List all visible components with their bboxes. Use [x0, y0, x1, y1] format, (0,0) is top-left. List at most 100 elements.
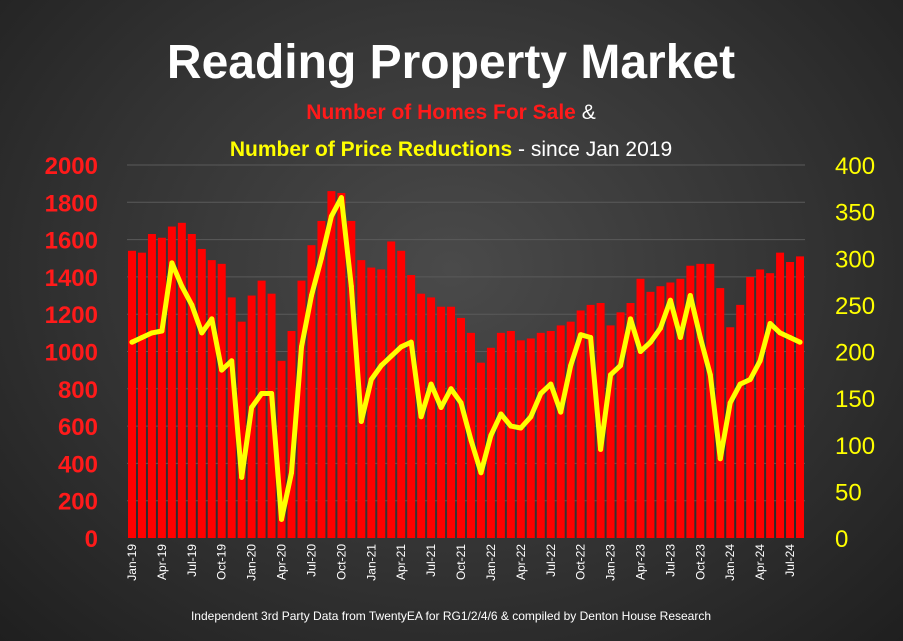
bar-Oct-22 [576, 310, 585, 538]
point-Dec-19 [239, 474, 245, 480]
chart-title: Reading Property Market [167, 36, 735, 89]
point-Jun-19 [179, 283, 185, 289]
x-tick-Jan-20: Jan-20 [245, 544, 259, 581]
point-Oct-20 [338, 195, 344, 201]
right-tick-0: 0 [835, 526, 848, 553]
bar-Jun-22 [536, 332, 545, 538]
bar-Dec-22 [596, 303, 605, 538]
right-tick-300: 300 [835, 246, 875, 273]
bar-Jul-24 [786, 261, 795, 538]
bar-Feb-19 [137, 252, 146, 538]
x-tick-Apr-20: Apr-20 [275, 544, 289, 580]
subtitle-line-2: Number of Price Reductions - since Jan 2… [230, 138, 672, 161]
point-Aug-24 [797, 339, 803, 345]
x-tick-Apr-21: Apr-21 [394, 544, 408, 580]
price-reductions-line [129, 195, 803, 522]
bar-Jun-20 [297, 280, 306, 538]
bar-Apr-20 [277, 360, 286, 538]
point-Oct-22 [578, 332, 584, 338]
bar-Jul-21 [427, 297, 436, 538]
bar-Jan-24 [726, 327, 735, 538]
point-May-21 [408, 339, 414, 345]
point-Jul-20 [308, 293, 314, 299]
right-tick-100: 100 [835, 433, 875, 460]
point-May-23 [647, 339, 653, 345]
point-Feb-20 [259, 390, 265, 396]
point-Jul-19 [189, 302, 195, 308]
subtitle-homes-for-sale: Number of Homes For Sale [306, 101, 576, 124]
bar-Jan-19 [128, 250, 136, 539]
point-Nov-21 [468, 437, 474, 443]
left-tick-1600: 1600 [45, 228, 98, 255]
point-Apr-22 [518, 425, 524, 431]
point-Feb-19 [139, 335, 145, 341]
bar-Nov-20 [347, 220, 356, 538]
x-tick-Apr-19: Apr-19 [155, 544, 169, 580]
point-Oct-19 [219, 367, 225, 373]
point-Apr-24 [757, 358, 763, 364]
left-tick-2000: 2000 [45, 153, 98, 180]
point-Feb-21 [378, 362, 384, 368]
left-tick-1800: 1800 [45, 190, 98, 217]
x-tick-Apr-24: Apr-24 [753, 544, 767, 580]
point-May-20 [289, 470, 295, 476]
left-axis: 0 200 400 600 800 1000 1200 1400 1600 1800 2000 [45, 153, 98, 553]
bar-Oct-20 [337, 192, 346, 538]
point-Jan-21 [368, 376, 374, 382]
x-tick-Jan-22: Jan-22 [484, 544, 498, 581]
bar-Jun-24 [776, 252, 785, 538]
bar-Mar-21 [387, 241, 396, 538]
bar-Mar-22 [506, 330, 515, 538]
bar-Apr-22 [516, 340, 525, 538]
subtitle-ampersand: & [576, 101, 596, 124]
point-Mar-20 [269, 390, 275, 396]
bar-Feb-20 [257, 280, 266, 538]
x-tick-Jul-19: Jul-19 [185, 544, 199, 577]
bar-Oct-23 [696, 263, 705, 538]
bar-May-24 [766, 273, 775, 538]
point-Apr-23 [637, 349, 643, 354]
x-tick-Oct-21: Oct-21 [454, 544, 468, 580]
x-tick-Jul-24: Jul-24 [783, 544, 797, 577]
x-tick-Oct-20: Oct-20 [334, 544, 348, 580]
bar-Feb-22 [496, 332, 505, 538]
point-May-24 [767, 321, 773, 327]
bar-Feb-21 [377, 269, 386, 538]
point-Feb-22 [498, 411, 504, 417]
right-axis: 0 50 100 150 200 250 300 350 400 [835, 153, 875, 553]
bar-May-22 [526, 338, 535, 538]
point-Dec-23 [717, 456, 723, 462]
point-Apr-19 [159, 328, 165, 334]
bar-May-20 [287, 330, 296, 538]
bar-series-homes-for-sale [128, 191, 804, 539]
point-May-22 [528, 414, 534, 420]
x-tick-Jul-23: Jul-23 [663, 544, 677, 577]
bar-Apr-24 [756, 269, 765, 538]
point-Mar-24 [747, 376, 753, 382]
point-Jan-19 [129, 339, 135, 345]
x-tick-Apr-22: Apr-22 [514, 544, 528, 580]
x-tick-Jan-23: Jan-23 [604, 544, 618, 581]
point-Jan-24 [727, 400, 733, 406]
point-Nov-20 [348, 283, 354, 289]
point-Feb-23 [618, 362, 624, 368]
bar-Aug-19 [197, 248, 206, 539]
x-tick-Jul-22: Jul-22 [544, 544, 558, 577]
bar-Mar-24 [746, 276, 755, 538]
left-tick-1000: 1000 [45, 340, 98, 367]
point-Nov-19 [229, 358, 235, 364]
bar-Aug-22 [556, 325, 565, 538]
bar-May-21 [407, 275, 416, 538]
bar-Jul-23 [666, 282, 675, 538]
bar-Dec-23 [716, 288, 725, 538]
point-Oct-23 [697, 335, 703, 341]
left-tick-1200: 1200 [45, 302, 98, 329]
x-tick-Oct-22: Oct-22 [574, 544, 588, 580]
point-Jan-22 [488, 432, 494, 438]
point-Jul-21 [428, 381, 434, 387]
point-Jun-21 [418, 414, 424, 420]
point-Jul-24 [787, 335, 793, 341]
bar-Dec-21 [476, 362, 485, 538]
bar-Oct-21 [457, 317, 465, 538]
